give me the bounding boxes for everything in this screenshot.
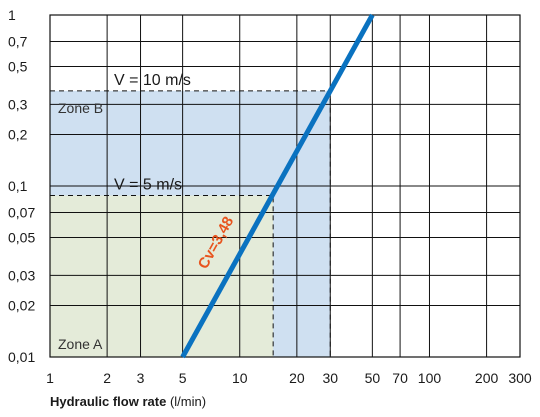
cv-curve <box>180 13 375 359</box>
velocity-line <box>50 194 274 357</box>
x-axis-label-unit: (l/min) <box>169 394 207 409</box>
x-axis-label-title: Hydraulic flow rate <box>50 394 167 409</box>
zones-layer <box>50 90 331 358</box>
grid-layer <box>49 14 521 358</box>
x-tick-label: 70 <box>392 370 408 386</box>
x-tick-label: 1 <box>46 370 54 386</box>
y-tick-label: 0,1 <box>8 178 28 194</box>
x-tick-label: 2 <box>103 370 111 386</box>
velocity-label: V = 5 m/s <box>114 176 182 193</box>
tick-layer: 1 2 3 5 10 20 30 50 70 100 200 300 0,01 0,02 0,03 0,05 0… <box>8 7 532 386</box>
velocity-label: V = 10 m/s <box>114 72 191 89</box>
x-axis-label: Hydraulic flow rate (l/min) <box>50 394 206 409</box>
plot-frame <box>49 14 521 358</box>
x-tick-label: 20 <box>289 370 305 386</box>
y-tick-label: 0,3 <box>8 96 28 112</box>
y-tick-label: 0,07 <box>8 204 35 220</box>
x-tick-label: 100 <box>418 370 442 386</box>
y-tick-label: 0,01 <box>8 349 35 365</box>
y-tick-label: 0,03 <box>8 267 35 283</box>
y-tick-label: 0,02 <box>8 298 35 314</box>
x-tick-label: 50 <box>365 370 381 386</box>
zone-a-area <box>50 195 274 357</box>
x-tick-label: 300 <box>508 370 532 386</box>
x-tick-label: 10 <box>232 370 248 386</box>
x-tick-label: 200 <box>475 370 499 386</box>
x-tick-label: 3 <box>137 370 145 386</box>
y-tick-label: 0,5 <box>8 58 28 74</box>
y-tick-label: 0,05 <box>8 229 35 245</box>
y-tick-label: 0,7 <box>8 33 28 49</box>
y-tick-label: 0,2 <box>8 127 28 143</box>
x-tick-label: 30 <box>322 370 338 386</box>
series-layer <box>180 13 375 359</box>
zone-b-label: Zone B <box>58 100 103 116</box>
y-tick-label: 1 <box>8 7 16 23</box>
zone-a-label: Zone A <box>58 336 103 352</box>
x-tick-label: 5 <box>179 370 187 386</box>
